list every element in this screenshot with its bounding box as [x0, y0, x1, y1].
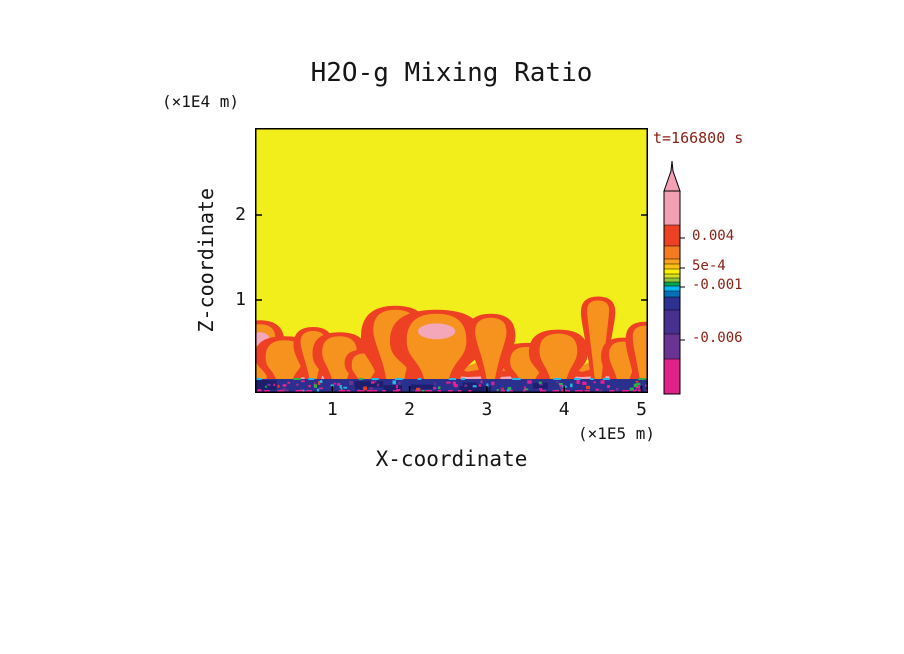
x-axis-unit-label: (×1E5 m) — [577, 424, 655, 443]
colorbar-level-label: -0.001 — [692, 277, 743, 293]
colorbar-level-label: -0.006 — [692, 330, 743, 346]
chart-title: H2O-g Mixing Ratio — [310, 58, 593, 88]
x-tick-label: 3 — [481, 399, 493, 420]
x-axis-title: X-coordinate — [375, 447, 528, 471]
z-axis-unit-label: (×1E4 m) — [162, 92, 240, 111]
z-axis-title-wrap: Z-coordinate — [192, 128, 220, 393]
x-tick-label: 1 — [326, 399, 338, 420]
colorbar — [663, 161, 685, 395]
heatmap-field — [255, 128, 648, 393]
z-tick-label: 1 — [235, 289, 246, 310]
x-tick-label: 2 — [404, 399, 416, 420]
plot-area — [255, 128, 648, 393]
colorbar-level-label: 0.004 — [692, 228, 735, 244]
z-tick-label: 2 — [235, 204, 246, 225]
timestamp-label: t=166800 s — [653, 129, 744, 147]
colorbar-level-label: 5e-4 — [692, 258, 726, 274]
x-tick-label: 5 — [636, 399, 647, 420]
x-tick-label: 4 — [558, 399, 570, 420]
